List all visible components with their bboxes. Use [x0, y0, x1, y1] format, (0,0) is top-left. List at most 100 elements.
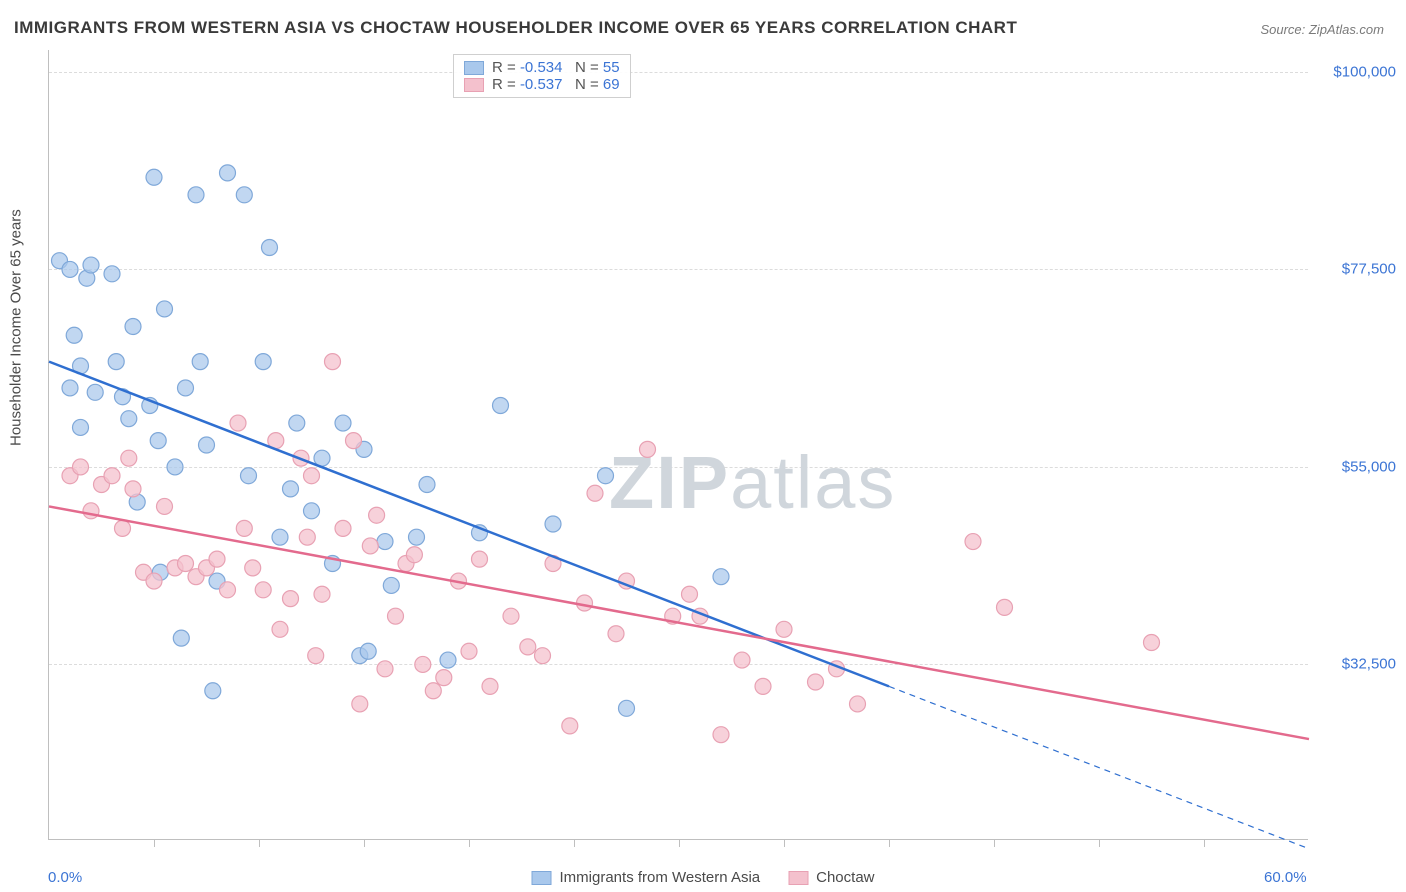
plot-area: $32,500$55,000$77,500$100,000 ZIPatlas — [48, 50, 1308, 840]
data-point-choctaw — [115, 520, 131, 536]
data-point-west_asia — [104, 266, 120, 282]
x-axis-min-label: 0.0% — [48, 869, 82, 886]
data-point-choctaw — [369, 507, 385, 523]
data-point-west_asia — [598, 468, 614, 484]
legend-item-west-asia: Immigrants from Western Asia — [532, 869, 761, 886]
data-point-west_asia — [121, 411, 137, 427]
data-point-choctaw — [850, 696, 866, 712]
data-point-choctaw — [304, 468, 320, 484]
source-name: ZipAtlas.com — [1309, 22, 1384, 37]
x-tick — [784, 839, 785, 847]
data-point-choctaw — [755, 678, 771, 694]
data-point-west_asia — [192, 354, 208, 370]
y-tick-label: $100,000 — [1316, 63, 1396, 80]
data-point-west_asia — [62, 261, 78, 277]
data-point-west_asia — [241, 468, 257, 484]
data-point-choctaw — [362, 538, 378, 554]
data-point-west_asia — [108, 354, 124, 370]
data-point-choctaw — [608, 626, 624, 642]
data-point-choctaw — [406, 547, 422, 563]
correlation-values-west_asia: R = -0.534 N = 55 — [492, 59, 620, 76]
data-point-west_asia — [146, 169, 162, 185]
source-attribution: Source: ZipAtlas.com — [1260, 22, 1384, 37]
data-point-west_asia — [304, 503, 320, 519]
data-point-choctaw — [335, 520, 351, 536]
correlation-values-choctaw: R = -0.537 N = 69 — [492, 76, 620, 93]
legend-swatch-west-asia — [532, 871, 552, 885]
data-point-west_asia — [199, 437, 215, 453]
data-point-choctaw — [776, 621, 792, 637]
data-point-west_asia — [262, 240, 278, 256]
correlation-swatch-choctaw — [464, 78, 484, 92]
data-point-choctaw — [587, 485, 603, 501]
data-point-west_asia — [236, 187, 252, 203]
correlation-swatch-west_asia — [464, 61, 484, 75]
data-point-west_asia — [87, 384, 103, 400]
data-point-choctaw — [178, 556, 194, 572]
data-point-west_asia — [713, 569, 729, 585]
data-point-west_asia — [409, 529, 425, 545]
data-point-choctaw — [436, 670, 452, 686]
x-tick — [1204, 839, 1205, 847]
data-point-choctaw — [272, 621, 288, 637]
data-point-west_asia — [188, 187, 204, 203]
x-axis-max-label: 60.0% — [1264, 869, 1307, 886]
data-point-choctaw — [209, 551, 225, 567]
data-point-choctaw — [121, 450, 137, 466]
data-point-choctaw — [997, 599, 1013, 615]
data-point-west_asia — [419, 477, 435, 493]
x-tick — [154, 839, 155, 847]
data-point-west_asia — [66, 327, 82, 343]
data-point-west_asia — [545, 516, 561, 532]
x-tick — [994, 839, 995, 847]
data-point-west_asia — [283, 481, 299, 497]
y-tick-label: $77,500 — [1316, 261, 1396, 278]
x-tick — [364, 839, 365, 847]
data-point-west_asia — [62, 380, 78, 396]
data-point-west_asia — [272, 529, 288, 545]
data-point-west_asia — [167, 459, 183, 475]
data-point-west_asia — [83, 257, 99, 273]
data-point-choctaw — [377, 661, 393, 677]
data-point-west_asia — [335, 415, 351, 431]
data-point-choctaw — [472, 551, 488, 567]
data-point-west_asia — [150, 433, 166, 449]
correlation-legend: R = -0.534 N = 55R = -0.537 N = 69 — [453, 54, 631, 98]
data-point-choctaw — [352, 696, 368, 712]
x-tick — [469, 839, 470, 847]
x-tick — [574, 839, 575, 847]
y-axis-label: Householder Income Over 65 years — [8, 209, 25, 446]
data-point-west_asia — [205, 683, 221, 699]
data-point-choctaw — [965, 534, 981, 550]
trendline-choctaw — [49, 506, 1309, 739]
data-point-choctaw — [255, 582, 271, 598]
data-point-choctaw — [682, 586, 698, 602]
data-point-choctaw — [125, 481, 141, 497]
data-point-choctaw — [220, 582, 236, 598]
data-point-choctaw — [314, 586, 330, 602]
data-point-choctaw — [461, 643, 477, 659]
data-point-choctaw — [640, 441, 656, 457]
data-point-choctaw — [73, 459, 89, 475]
data-point-west_asia — [220, 165, 236, 181]
data-point-choctaw — [308, 648, 324, 664]
data-point-choctaw — [415, 656, 431, 672]
legend-swatch-choctaw — [788, 871, 808, 885]
data-point-west_asia — [377, 534, 393, 550]
data-point-choctaw — [245, 560, 261, 576]
data-point-west_asia — [289, 415, 305, 431]
x-tick — [889, 839, 890, 847]
chart-title: IMMIGRANTS FROM WESTERN ASIA VS CHOCTAW … — [14, 18, 1017, 38]
x-tick — [1099, 839, 1100, 847]
data-point-choctaw — [283, 591, 299, 607]
data-point-choctaw — [146, 573, 162, 589]
data-point-west_asia — [255, 354, 271, 370]
data-point-west_asia — [157, 301, 173, 317]
data-point-choctaw — [236, 520, 252, 536]
data-point-choctaw — [346, 433, 362, 449]
legend-label-choctaw: Choctaw — [816, 869, 874, 886]
correlation-row-west_asia: R = -0.534 N = 55 — [464, 59, 620, 76]
y-tick-label: $32,500 — [1316, 656, 1396, 673]
data-point-choctaw — [388, 608, 404, 624]
data-point-choctaw — [230, 415, 246, 431]
